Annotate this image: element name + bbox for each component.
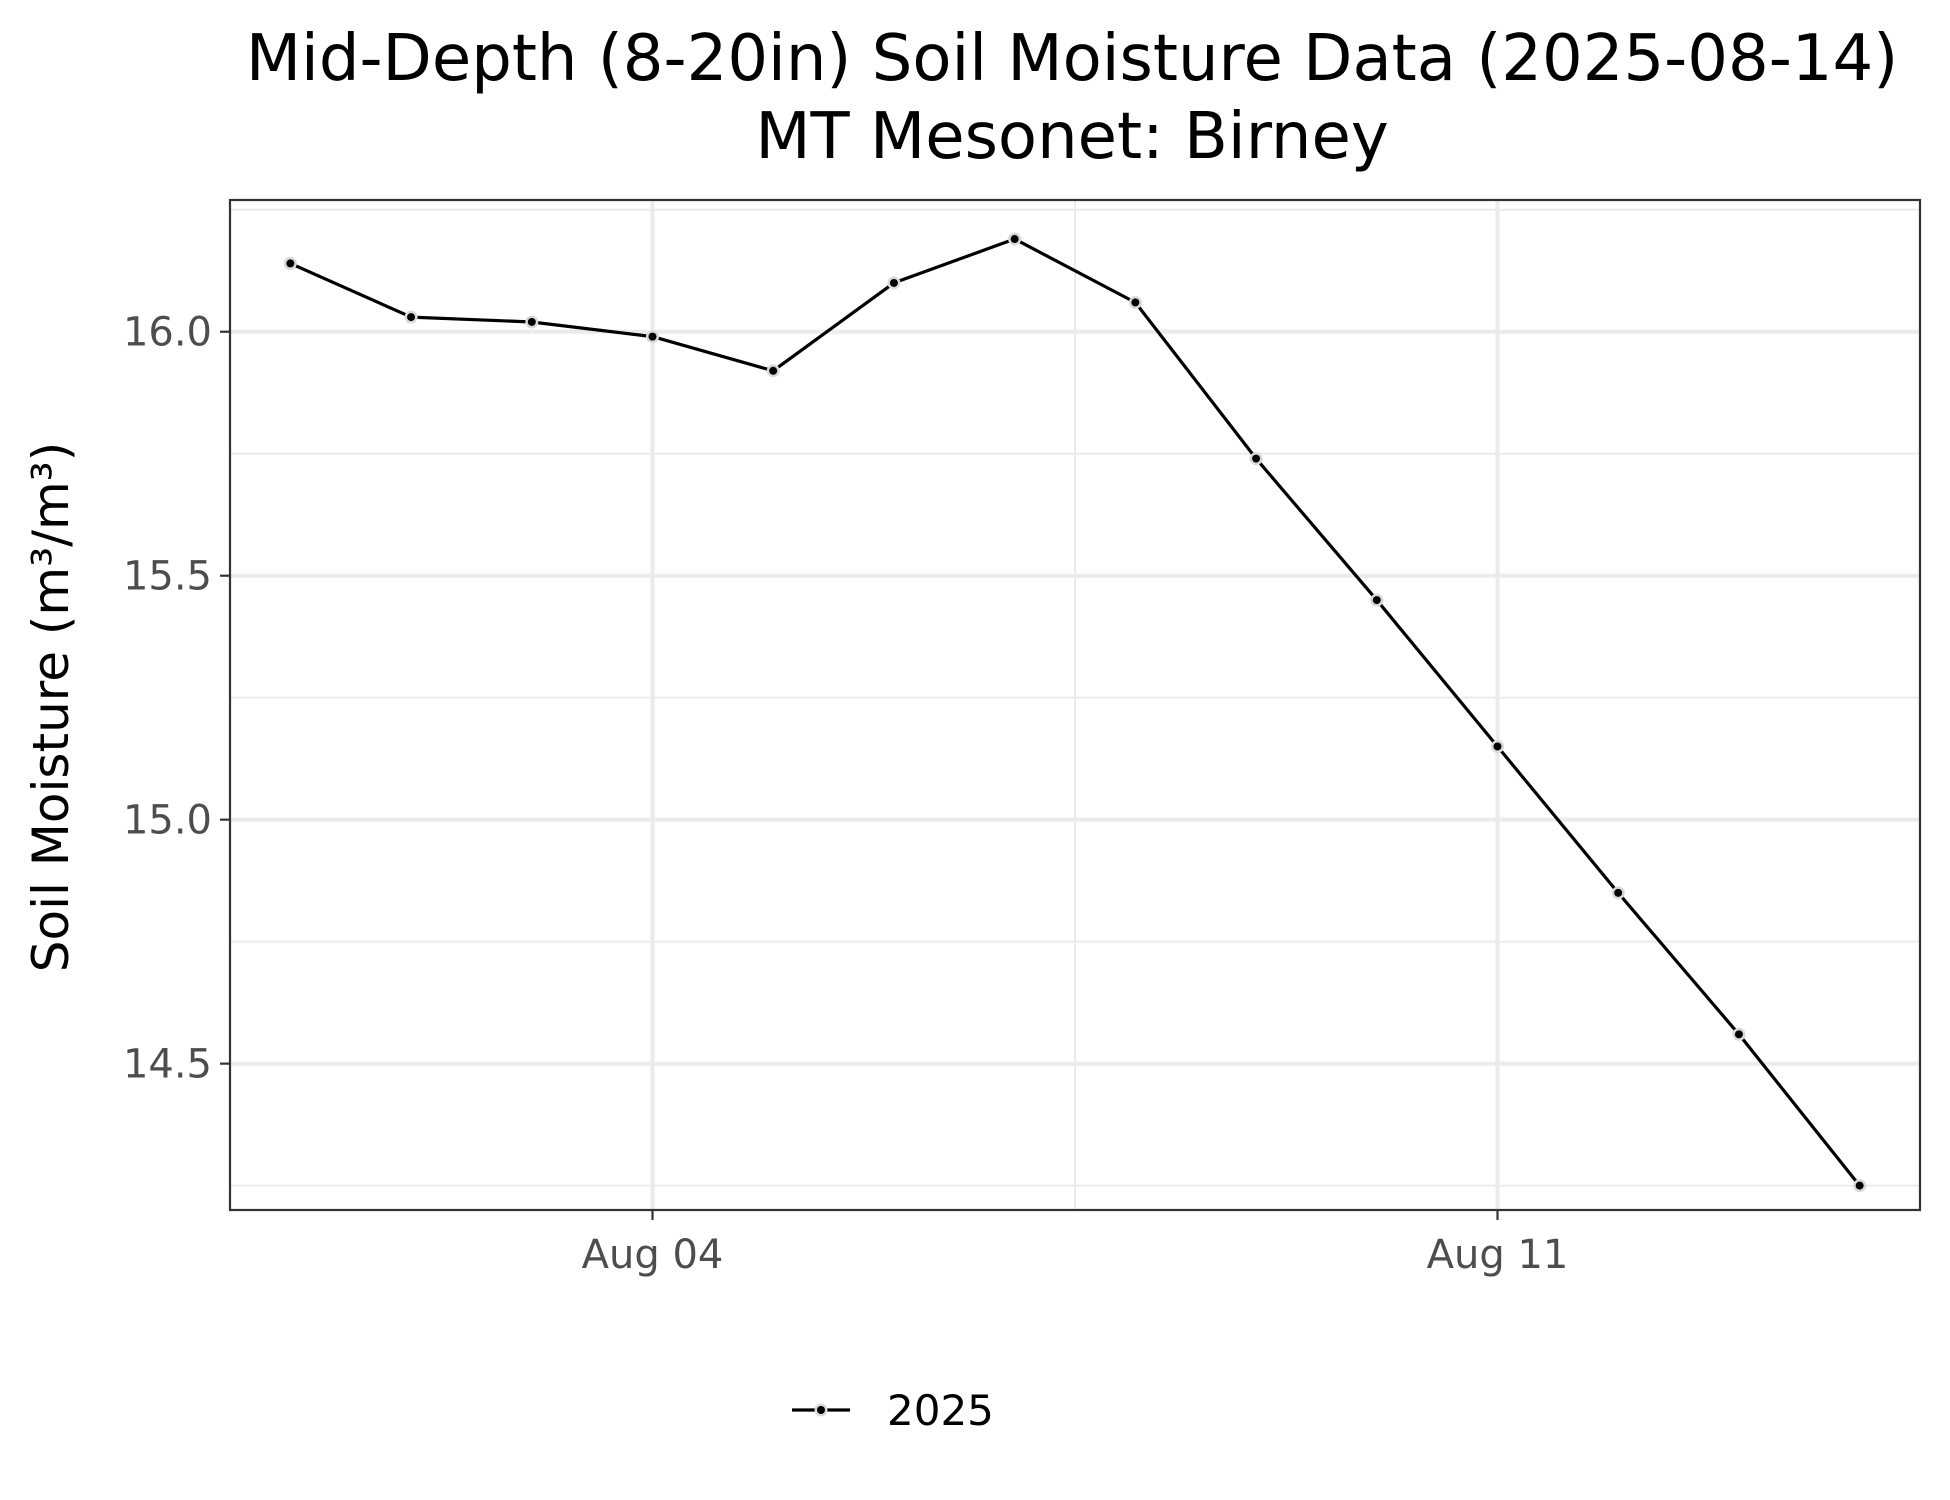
data-point <box>1734 1030 1743 1039</box>
legend-label: 2025 <box>887 1386 994 1435</box>
grid-lines <box>229 200 1921 1210</box>
data-point <box>286 259 295 268</box>
y-tick-label: 16.0 <box>123 310 212 356</box>
legend: 2025 <box>792 1386 994 1435</box>
y-axis-label: Soil Moisture (m³/m³) <box>22 442 80 972</box>
data-point <box>1493 742 1502 751</box>
x-axis: Aug 04 Aug 11 <box>582 1210 1569 1278</box>
y-tick-label: 15.5 <box>123 554 212 600</box>
y-tick-label: 14.5 <box>123 1042 212 1088</box>
chart-title: Mid-Depth (8-20in) Soil Moisture Data (2… <box>246 22 1898 96</box>
data-point <box>527 317 536 326</box>
x-tick-label: Aug 04 <box>582 1232 724 1278</box>
data-point <box>889 278 898 287</box>
data-point <box>648 332 657 341</box>
y-tick-label: 15.0 <box>123 798 212 844</box>
legend-point-swatch <box>817 1406 825 1414</box>
data-point <box>1131 298 1140 307</box>
plot-area <box>228 198 1922 1212</box>
x-tick-label: Aug 11 <box>1427 1232 1569 1278</box>
y-axis: 14.5 15.0 15.5 16.0 <box>123 310 230 1088</box>
plot-border <box>228 198 1922 1212</box>
data-point <box>1855 1181 1864 1190</box>
data-point <box>1372 596 1381 605</box>
data-point <box>1010 235 1019 244</box>
data-point <box>1252 454 1261 463</box>
data-point <box>407 313 416 322</box>
chart-subtitle: MT Mesonet: Birney <box>755 100 1388 174</box>
series-layer <box>283 232 1867 1193</box>
data-point <box>1614 888 1623 897</box>
data-point <box>769 366 778 375</box>
series-line <box>289 237 1861 1187</box>
